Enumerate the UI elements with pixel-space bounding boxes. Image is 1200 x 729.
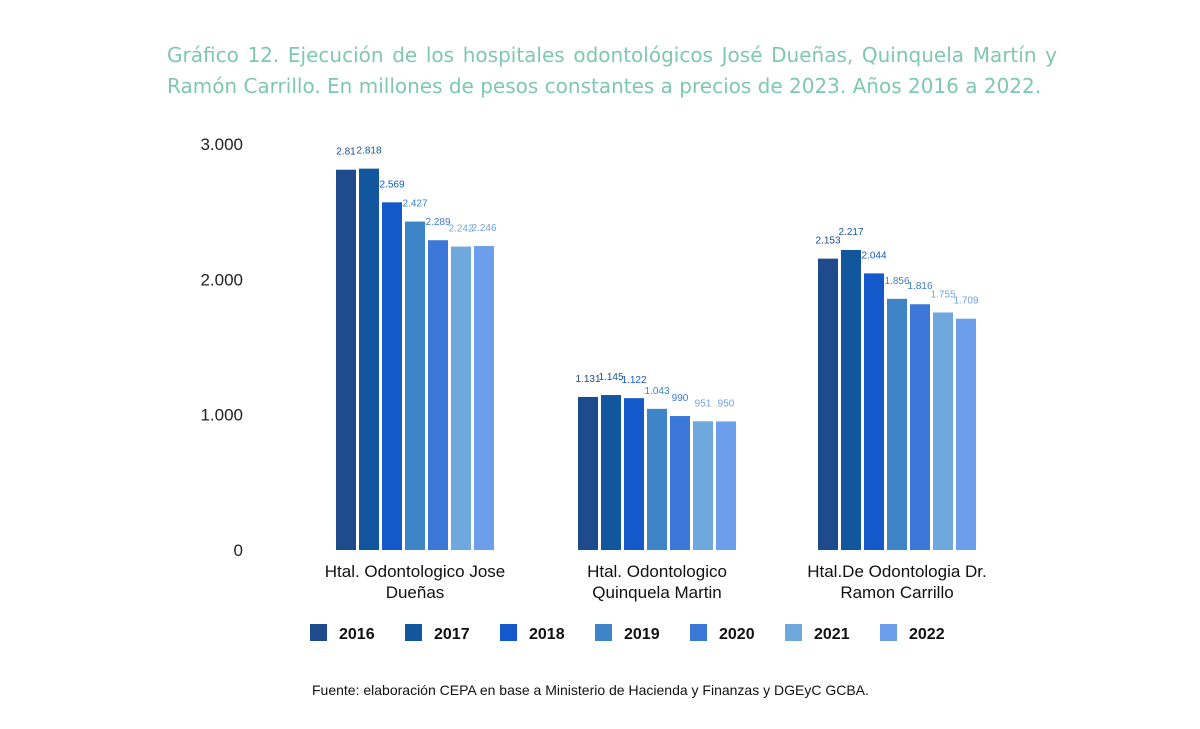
legend-swatch-2021: [785, 624, 802, 641]
data-label: 1.131: [575, 374, 600, 385]
data-label: 1.709: [953, 296, 978, 307]
legend-swatch-2018: [500, 624, 517, 641]
data-label: 2.217: [838, 227, 863, 238]
data-label: 2.246: [471, 223, 496, 234]
bar-2020: [428, 240, 448, 551]
x-category-label: Htal.De Odontologia Dr.: [807, 562, 987, 581]
bar-2016: [818, 258, 838, 550]
bar-2017: [359, 168, 379, 550]
data-label: 990: [672, 393, 689, 404]
legend-label-2022: 2022: [909, 626, 945, 643]
y-tick-label: 1.000: [200, 406, 243, 425]
bar-2018: [864, 273, 884, 550]
bar-2019: [887, 298, 907, 550]
data-label: 1.755: [930, 289, 955, 300]
source-note: Fuente: elaboración CEPA en base a Minis…: [312, 682, 869, 698]
bar-2018: [624, 398, 644, 550]
bar-2017: [601, 395, 621, 550]
data-label: 2.289: [425, 217, 450, 228]
bar-2022: [956, 318, 976, 550]
legend-label-2019: 2019: [624, 626, 660, 643]
data-label: 2.242: [448, 224, 473, 235]
bar-2020: [670, 416, 690, 550]
bar-2020: [910, 304, 930, 550]
data-label: 950: [718, 398, 735, 409]
data-label: 1.122: [621, 375, 646, 386]
legend-swatch-2016: [310, 624, 327, 641]
legend-swatch-2017: [405, 624, 422, 641]
legend-label-2020: 2020: [719, 626, 755, 643]
data-label: 2.044: [861, 250, 886, 261]
data-label: 1.856: [884, 276, 909, 287]
bar-2019: [647, 408, 667, 550]
legend-swatch-2020: [690, 624, 707, 641]
y-tick-label: 0: [234, 541, 243, 560]
bar-2016: [336, 169, 356, 551]
data-label: 2.81: [336, 147, 356, 158]
x-category-label: Htal. Odontologico: [587, 562, 727, 581]
bar-2022: [474, 246, 494, 551]
x-category-label: Ramon Carrillo: [840, 583, 953, 602]
legend-label-2021: 2021: [814, 626, 850, 643]
legend-swatch-2022: [880, 624, 897, 641]
data-label: 1.816: [907, 281, 932, 292]
bar-2017: [841, 249, 861, 550]
legend-label-2017: 2017: [434, 626, 470, 643]
x-category-label: Quinquela Martin: [592, 583, 721, 602]
bar-2021: [693, 421, 713, 550]
bar-2021: [451, 246, 471, 550]
data-label: 2.818: [356, 146, 381, 157]
legend-label-2018: 2018: [529, 626, 565, 643]
x-category-label: Dueñas: [386, 583, 445, 602]
x-category-label: Htal. Odontologico Jose: [325, 562, 506, 581]
data-label: 1.145: [598, 372, 623, 383]
data-label: 2.427: [402, 199, 427, 210]
bar-2018: [382, 202, 402, 550]
chart-title: Gráfico 12. Ejecución de los hospitales …: [167, 43, 1057, 98]
bar-2021: [933, 312, 953, 550]
bar-2022: [716, 421, 736, 550]
bar-2016: [578, 396, 598, 550]
legend-swatch-2019: [595, 624, 612, 641]
legend-label-2016: 2016: [339, 626, 375, 643]
data-label: 2.569: [379, 179, 404, 190]
data-label: 951: [695, 398, 712, 409]
data-label: 2.153: [815, 236, 840, 247]
y-tick-label: 3.000: [200, 135, 243, 154]
bar-2019: [405, 221, 425, 550]
y-tick-label: 2.000: [200, 270, 243, 289]
data-label: 1.043: [644, 386, 669, 397]
